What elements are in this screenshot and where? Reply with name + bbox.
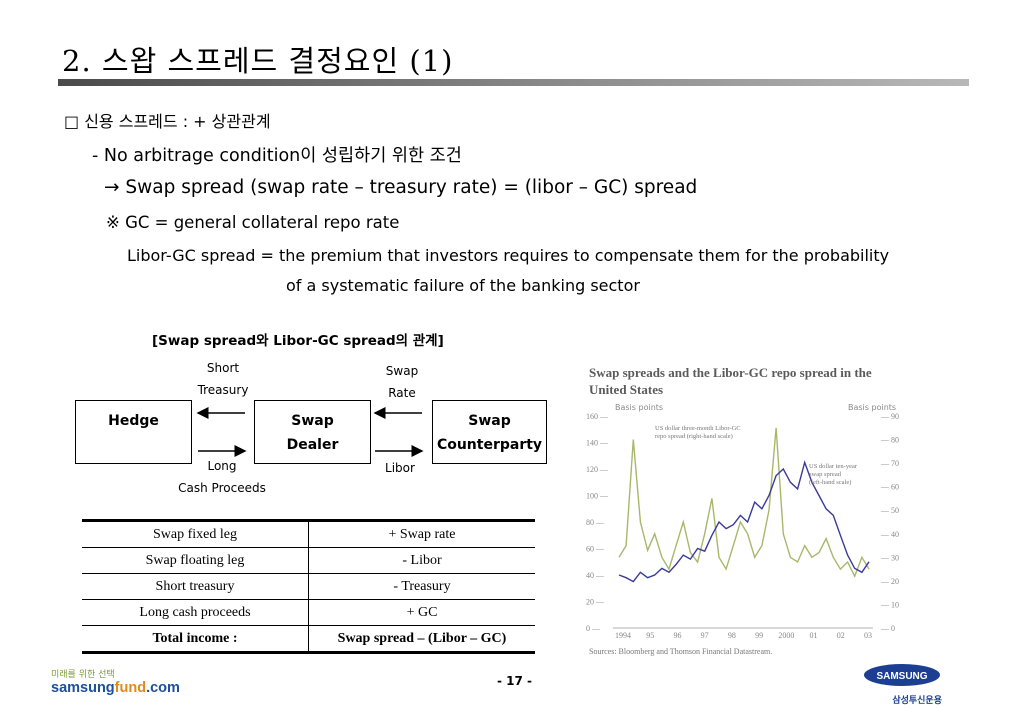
y-right-tick: — 50 <box>880 506 899 515</box>
income-row: Swap fixed leg + Swap rate <box>82 519 535 548</box>
income-value: - Libor <box>308 547 535 574</box>
short-treasury-label: Short Treasury <box>183 357 263 401</box>
x-tick: 1994 <box>615 631 631 640</box>
y-right-tick: — 0 <box>880 624 895 633</box>
income-value: - Treasury <box>308 573 535 600</box>
y-left-tick: 160 — <box>586 412 609 421</box>
income-row: Swap floating leg - Libor <box>82 547 535 574</box>
site-part-a: samsung <box>51 680 115 696</box>
y-right-tick: — 20 <box>880 577 899 586</box>
site-part-b: fund <box>114 680 147 696</box>
income-value: + GC <box>308 599 535 626</box>
dealer-label-1: Swap <box>291 413 334 429</box>
chart-source: Sources: Bloomberg and Thomson Financial… <box>589 647 772 656</box>
treasury-label: Treasury <box>197 383 249 397</box>
x-tick: 01 <box>810 631 818 640</box>
y-right-tick: — 40 <box>880 530 899 539</box>
y-left-tick: 140 — <box>586 439 609 448</box>
long-label: Long <box>207 459 237 473</box>
y-right-label: Basis points <box>848 403 896 412</box>
swap-counterparty-box: Swap Counterparty <box>432 400 547 464</box>
bullet-libor-line2: of a systematic failure of the banking s… <box>286 276 640 295</box>
y-left-tick: 60 — <box>586 545 605 554</box>
income-row: Total income : Swap spread – (Libor – GC) <box>82 625 535 654</box>
income-item: Total income : <box>82 625 309 654</box>
swap-spread-chart: Swap spreads and the Libor-GC repo sprea… <box>586 365 899 656</box>
y-right-tick: — 10 <box>880 600 899 609</box>
x-tick: 98 <box>728 631 736 640</box>
swap-word: Swap <box>385 364 419 378</box>
y-left-tick: 120 — <box>586 465 609 474</box>
libor-label: Libor <box>385 461 415 475</box>
x-tick: 97 <box>701 631 709 640</box>
income-item: Short treasury <box>82 573 309 600</box>
bullet-condition: - No arbitrage condition이 성립하기 위한 조건 <box>92 146 462 166</box>
income-item: Long cash proceeds <box>82 599 309 626</box>
series-line <box>618 427 870 578</box>
title-divider <box>58 79 969 86</box>
chart-title-line1: Swap spreads and the Libor-GC repo sprea… <box>589 365 872 380</box>
diagram-title: [Swap spread와 Libor-GC spread의 관계] <box>152 333 444 349</box>
page-number: - 17 - <box>497 674 533 688</box>
dealer-label-2: Dealer <box>286 437 339 453</box>
samsungfund-logo: 미래를 위한 선택 samsungfund.com <box>51 667 180 696</box>
income-row: Long cash proceeds + GC <box>82 599 535 626</box>
y-left-tick: 80 — <box>586 518 605 527</box>
samsung-oval-icon: SAMSUNG <box>864 664 940 686</box>
y-left-label: Basis points <box>615 403 663 412</box>
y-left-tick: 0 — <box>586 624 601 633</box>
y-right-tick: — 60 <box>880 483 899 492</box>
hedge-label: Hedge <box>108 413 159 429</box>
footer-site: samsungfund.com <box>51 680 180 696</box>
diagram-arrows <box>196 407 424 457</box>
income-value: + Swap rate <box>308 519 535 548</box>
income-value: Swap spread – (Libor – GC) <box>308 625 535 654</box>
income-item: Swap floating leg <box>82 547 309 574</box>
y-right-tick: — 70 <box>880 459 899 468</box>
income-row: Short treasury - Treasury <box>82 573 535 600</box>
x-tick: 96 <box>673 631 681 640</box>
counterparty-label-1: Swap <box>468 413 511 429</box>
swap-dealer-box: Swap Dealer <box>254 400 371 464</box>
series-annotation-swap-3: (left-hand scale) <box>809 479 851 486</box>
chart-title-line2: United States <box>589 382 663 397</box>
cash-proceeds-label: Cash Proceeds <box>178 481 266 495</box>
x-tick: 2000 <box>778 631 794 640</box>
series-annotation-libor: US dollar three-month Libor-GC <box>655 425 741 432</box>
short-label: Short <box>206 361 240 375</box>
series-annotation-libor-2: repo spread (right-hand scale) <box>655 433 733 440</box>
x-tick: 02 <box>837 631 845 640</box>
footer-tagline: 미래를 위한 선택 <box>51 670 115 680</box>
x-tick: 95 <box>646 631 654 640</box>
brand-korean: 삼성투신운용 <box>892 696 942 706</box>
samsung-logo: SAMSUNG 삼성투신운용 <box>862 663 942 706</box>
series-line <box>618 460 870 583</box>
swap-rate-label: Swap Rate <box>372 360 432 404</box>
y-left-tick: 100 — <box>586 492 609 501</box>
bullet-libor-line1: Libor-GC spread = the premium that inves… <box>127 246 890 265</box>
page-title: 2. 스왑 스프레드 결정요인 (1) <box>62 44 454 78</box>
y-left-tick: 20 — <box>586 598 605 607</box>
chart-plot: 160 — 140 — 120 — 100 — 80 — 60 — 40 — 20 — 0 — —… <box>586 412 899 640</box>
bullet-gc-note: ※ GC = general collateral repo rate <box>106 213 400 232</box>
rate-word: Rate <box>388 386 416 400</box>
income-item: Swap fixed leg <box>82 519 309 548</box>
svg-text:SAMSUNG: SAMSUNG <box>876 671 927 682</box>
series-annotation-swap-2: swap spread <box>809 471 842 478</box>
long-cash-label: Long Cash Proceeds <box>172 455 272 499</box>
y-right-tick: — 90 <box>880 412 899 421</box>
x-tick: 03 <box>864 631 872 640</box>
hedge-box: Hedge <box>75 400 192 464</box>
x-tick: 99 <box>755 631 763 640</box>
site-part-c: .com <box>146 680 180 696</box>
bullet-heading: □ 신용 스프레드 : + 상관관계 <box>64 112 271 131</box>
bullet-equation: → Swap spread (swap rate – treasury rate… <box>104 177 698 198</box>
y-right-tick: — 80 <box>880 436 899 445</box>
series-annotation-swap: US dollar ten-year <box>809 463 858 470</box>
y-left-tick: 40 — <box>586 571 605 580</box>
y-right-tick: — 30 <box>880 553 899 562</box>
income-table: Swap fixed leg + Swap rate Swap floating l… <box>82 519 535 654</box>
counterparty-label-2: Counterparty <box>436 437 543 453</box>
